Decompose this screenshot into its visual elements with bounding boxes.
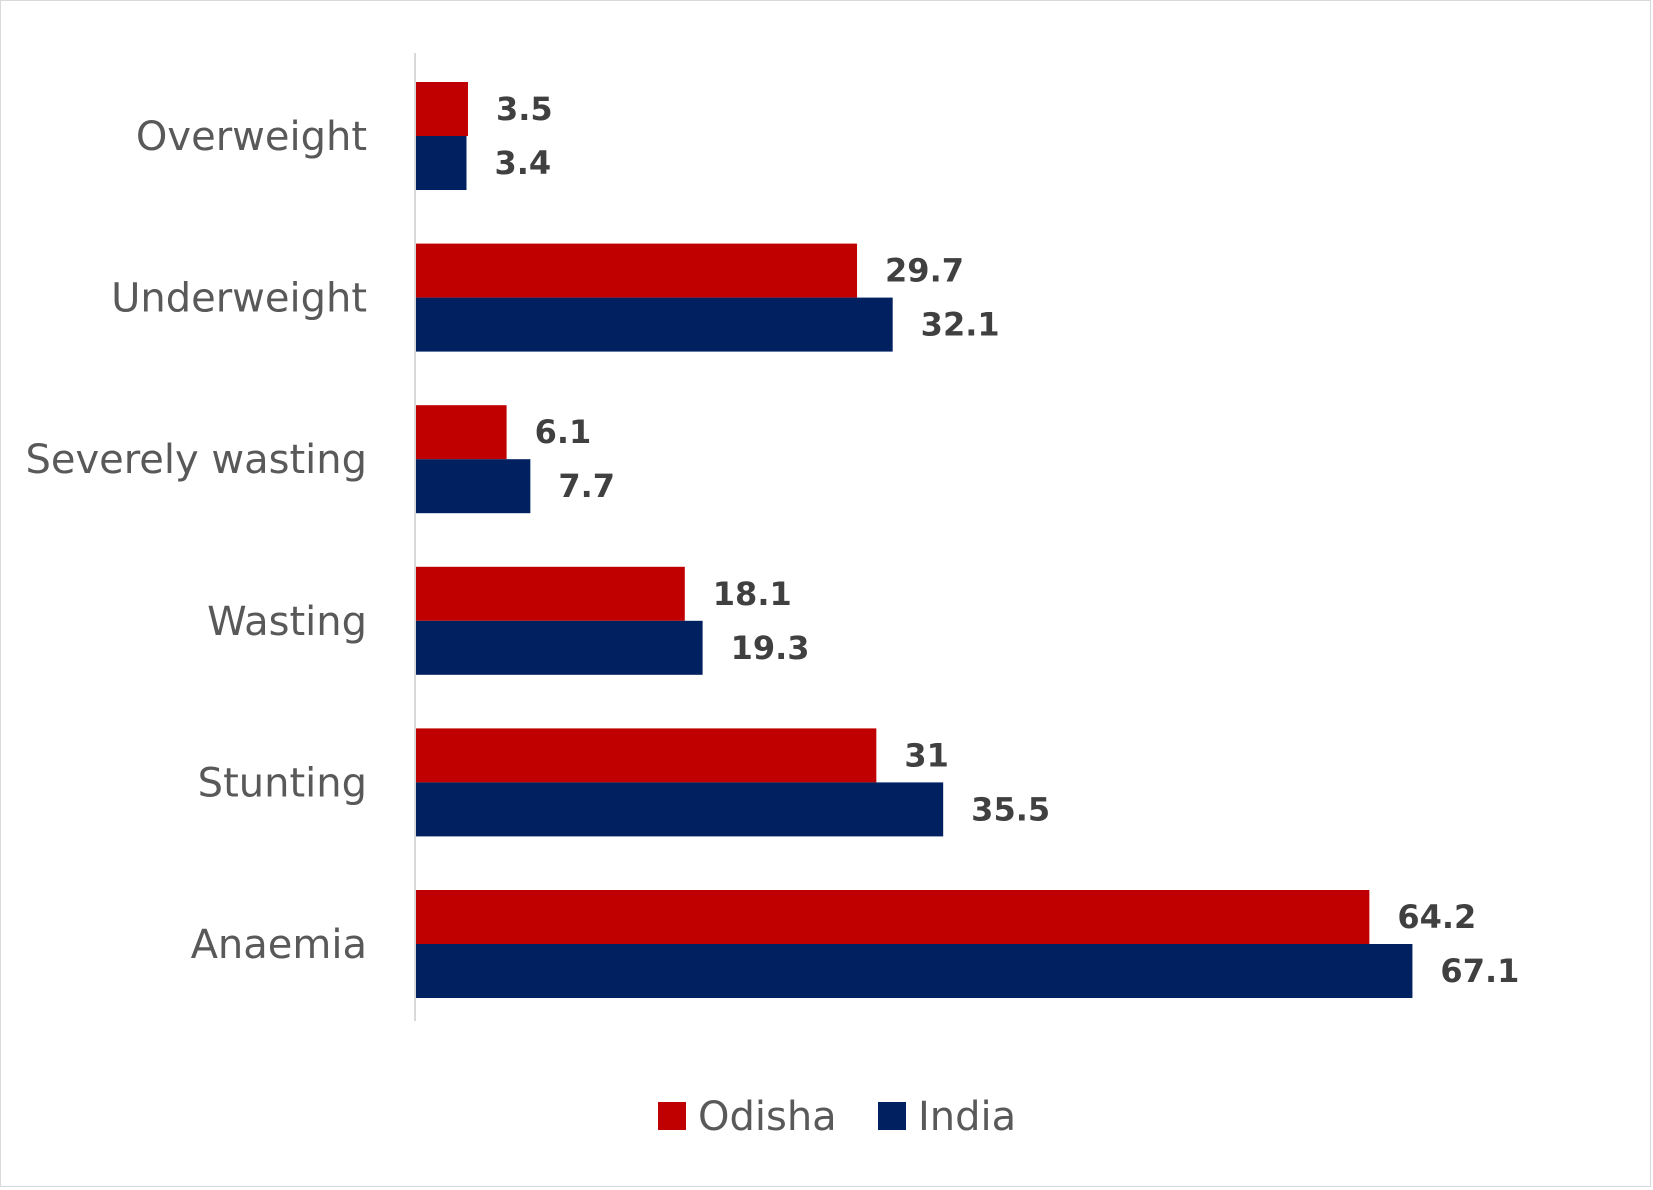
- bar-odisha-anaemia: [416, 890, 1369, 944]
- bars-layer: [416, 82, 1412, 998]
- bar-india-stunting: [416, 782, 943, 836]
- category-label-anaemia: Anaemia: [191, 922, 367, 968]
- category-label-underweight: Underweight: [111, 276, 367, 322]
- legend-label-odisha: Odisha: [698, 1094, 837, 1140]
- bar-india-overweight: [416, 136, 466, 190]
- value-label-india-underweight: 32.1: [921, 306, 1000, 344]
- value-label-odisha-wasting: 18.1: [713, 575, 792, 613]
- bar-odisha-severely-wasting: [416, 405, 507, 459]
- value-label-india-stunting: 35.5: [971, 790, 1050, 828]
- bar-odisha-wasting: [416, 567, 685, 621]
- bar-odisha-stunting: [416, 728, 876, 782]
- legend-label-india: India: [918, 1094, 1016, 1140]
- value-label-odisha-severely-wasting: 6.1: [535, 413, 592, 451]
- legend-swatch-odisha: [658, 1102, 686, 1130]
- labels-layer: Overweight 3.5 3.4 Underweight 29.7 32.1 Sever…: [25, 90, 1519, 990]
- category-label-severely-wasting: Severely wasting: [25, 437, 367, 483]
- value-label-odisha-anaemia: 64.2: [1397, 898, 1476, 936]
- category-label-wasting: Wasting: [207, 599, 367, 645]
- legend: Odisha India: [658, 1094, 1016, 1140]
- bar-odisha-overweight: [416, 82, 468, 136]
- value-label-india-overweight: 3.4: [494, 144, 551, 182]
- bar-india-anaemia: [416, 944, 1412, 998]
- value-label-odisha-stunting: 31: [904, 736, 949, 774]
- value-label-odisha-overweight: 3.5: [496, 90, 553, 128]
- legend-swatch-india: [878, 1102, 906, 1130]
- bar-odisha-underweight: [416, 244, 857, 298]
- value-label-odisha-underweight: 29.7: [885, 252, 964, 290]
- bar-india-underweight: [416, 298, 893, 352]
- category-label-stunting: Stunting: [198, 760, 367, 806]
- bar-india-wasting: [416, 621, 703, 675]
- bar-india-severely-wasting: [416, 459, 530, 513]
- category-label-overweight: Overweight: [136, 114, 367, 160]
- value-label-india-anaemia: 67.1: [1440, 952, 1519, 990]
- value-label-india-wasting: 19.3: [731, 629, 810, 667]
- value-label-india-severely-wasting: 7.7: [558, 467, 615, 505]
